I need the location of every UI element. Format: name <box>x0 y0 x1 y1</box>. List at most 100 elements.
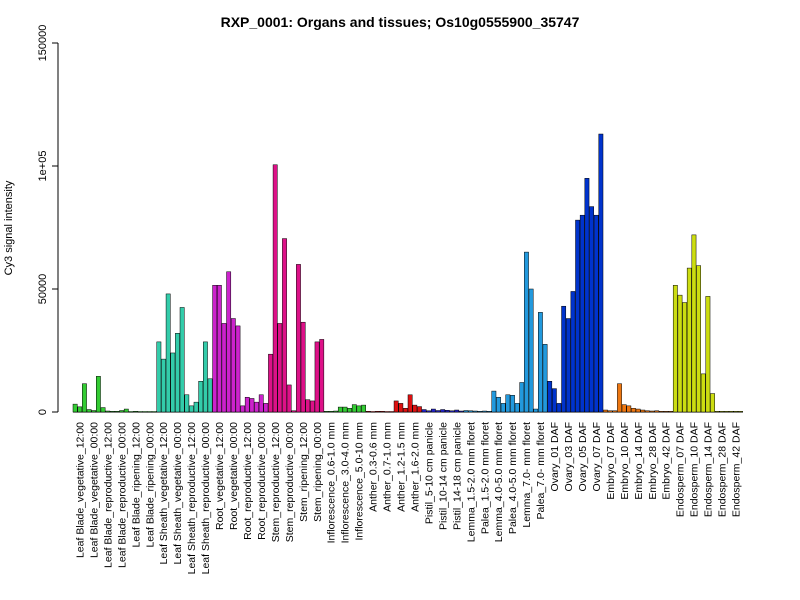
x-tick-label: Leaf Blade_ripening_00:00 <box>144 422 156 548</box>
bar <box>324 411 329 413</box>
bar <box>244 396 250 413</box>
bar <box>468 410 473 413</box>
bar <box>538 312 543 413</box>
bar <box>249 398 255 413</box>
bar <box>691 234 697 413</box>
bar <box>593 214 599 413</box>
x-tick-label: Leaf Blade_vegetative_12:00 <box>74 422 86 558</box>
x-tick-label: Endosperm_10 DAF <box>689 422 701 517</box>
bar <box>733 411 739 413</box>
bar <box>672 285 678 413</box>
x-tick-label: Stem_reproductive_00:00 <box>284 422 296 542</box>
bar <box>472 410 478 413</box>
x-tick-label: Anther_1.6-2.0 mm <box>409 422 421 512</box>
bar <box>133 411 138 413</box>
bar <box>607 410 613 413</box>
x-tick-label: Leaf Blade_vegetative_00:00 <box>88 422 100 558</box>
bar <box>240 405 245 413</box>
x-tick-label: Endosperm_28 DAF <box>717 422 729 517</box>
x-tick-label: Palea_4.0-5.0 mm floret <box>507 422 519 534</box>
bar <box>226 271 232 413</box>
bar <box>719 411 725 413</box>
y-axis-label: Cy3 signal intensity <box>3 180 15 275</box>
bar <box>645 410 650 413</box>
x-tick-label: Inflorescence_3.0-4.0 mm <box>340 422 352 544</box>
bar <box>314 341 320 413</box>
bar <box>482 410 487 413</box>
bar <box>212 285 218 413</box>
x-tick-label: Leaf Sheath_reproductive_12:00 <box>186 422 198 575</box>
bar <box>114 411 120 413</box>
bar <box>165 293 171 413</box>
bar <box>570 291 576 413</box>
bar <box>333 410 339 413</box>
x-tick-label: Pistil_14-18 cm panicle <box>451 422 463 530</box>
x-tick-label: Embryo_42 DAF <box>661 422 673 500</box>
bar <box>128 411 134 413</box>
bar <box>426 410 432 413</box>
bar <box>589 206 594 413</box>
bar <box>407 394 413 413</box>
x-tick-label: Anther_0.3-0.6 mm <box>368 422 380 512</box>
bar <box>109 411 115 413</box>
bar <box>347 408 353 413</box>
x-tick-label: Palea_1.5-2.0 mm floret <box>479 422 491 534</box>
bar <box>677 294 683 413</box>
bar <box>519 382 525 413</box>
x-tick-label: Inflorescence_5.0-10 mm <box>354 422 366 541</box>
bar <box>696 265 701 413</box>
x-tick-label: Lemma_7.0- mm floret <box>521 422 533 528</box>
bar <box>268 353 273 413</box>
y-tick-label: 150000 <box>37 25 49 62</box>
bar <box>105 410 111 413</box>
bar <box>440 409 446 413</box>
bar <box>417 406 422 413</box>
bar <box>617 383 622 413</box>
bar <box>337 406 343 413</box>
bar <box>351 404 357 413</box>
bar <box>654 410 660 413</box>
bar <box>738 411 743 413</box>
x-tick-label: Endosperm_07 DAF <box>675 422 687 517</box>
bar <box>310 400 315 413</box>
x-tick-label: Embryo_10 DAF <box>619 422 631 500</box>
bar <box>365 411 371 413</box>
bar <box>282 238 287 413</box>
x-tick-label: Embryo_07 DAF <box>605 422 617 500</box>
y-axis: 0 50000 1e+05 150000 <box>37 25 59 415</box>
x-tick-label: Leaf Blade_ripening_12:00 <box>130 422 142 548</box>
bar <box>598 133 604 413</box>
bar <box>584 178 590 413</box>
x-tick-label: Embryo_28 DAF <box>647 422 659 500</box>
y-tick-label: 50000 <box>37 274 49 305</box>
y-tick-label: 0 <box>37 409 49 415</box>
x-tick-label: Lemma_1.5-2.0 mm floret <box>465 422 477 542</box>
x-tick-label: Endosperm_42 DAF <box>731 422 743 517</box>
x-tick-label: Stem_ripening_00:00 <box>312 422 324 522</box>
bar <box>82 383 87 413</box>
bar <box>379 411 385 413</box>
bar <box>579 214 585 413</box>
bar <box>477 411 483 413</box>
bar <box>119 410 125 413</box>
bar <box>528 288 534 413</box>
bar <box>603 409 608 413</box>
bar <box>510 395 515 413</box>
bar <box>686 267 692 413</box>
x-tick-label: Leaf Blade_reproductive_00:00 <box>116 422 128 568</box>
bar <box>286 384 292 413</box>
bar <box>170 352 176 413</box>
bar <box>575 219 580 413</box>
bar <box>277 323 283 413</box>
bar <box>444 410 450 413</box>
bar <box>398 403 404 413</box>
bar <box>491 390 497 413</box>
bar <box>198 381 204 413</box>
x-tick-label: Ovary_03 DAF <box>563 422 575 491</box>
bar <box>635 408 641 413</box>
x-tick-label: Anther_1.2-1.5 mm <box>396 422 408 512</box>
bar <box>151 411 157 413</box>
bar <box>458 410 464 413</box>
bar <box>649 410 655 413</box>
bar <box>235 325 241 413</box>
